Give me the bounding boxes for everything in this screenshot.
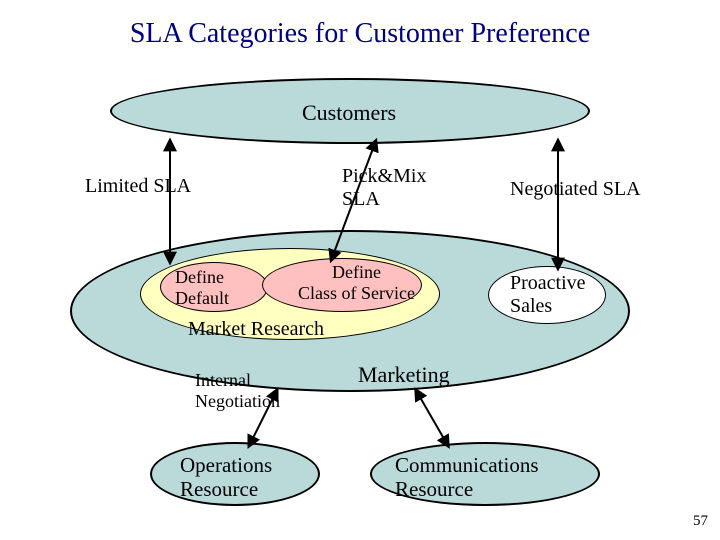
page-number: 57 (693, 513, 708, 530)
limited-sla-label: Limited SLA (85, 175, 191, 198)
ops-resource-label: Operations Resource (180, 453, 272, 501)
market-research-label: Market Research (188, 318, 324, 341)
negotiated-sla-label: Negotiated SLA (510, 178, 641, 201)
proactive-sales-label: Proactive Sales (510, 272, 586, 318)
define-cos-label: Define Class of Service (298, 262, 415, 303)
pickmix-sla-label: Pick&Mix SLA (342, 165, 426, 211)
page-title: SLA Categories for Customer Preference (0, 18, 720, 50)
define-default-label: Define Default (175, 267, 229, 308)
internal-negotiation-label: Internal Negotiation (195, 370, 280, 411)
customers-label: Customers (302, 100, 396, 125)
marketing-label: Marketing (358, 362, 450, 387)
comms-resource-label: Communications Resource (395, 453, 539, 501)
